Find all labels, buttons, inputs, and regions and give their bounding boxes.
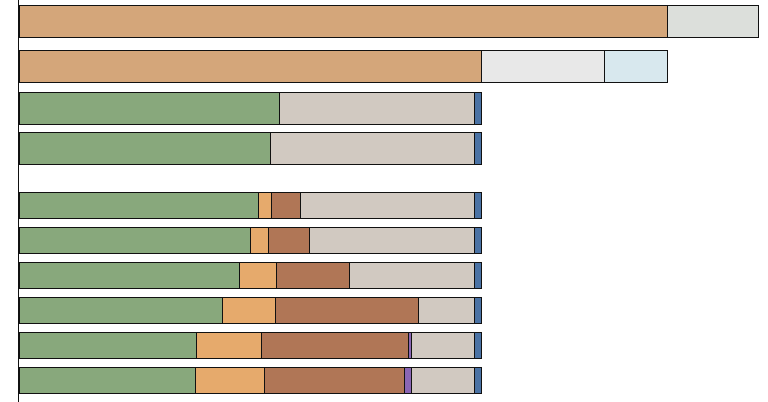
bar-segment [349,262,475,289]
bar-segment [19,262,240,289]
bar-segment [604,50,668,83]
bar-segment [474,332,482,359]
bar-segment [474,132,482,165]
bar-segment [258,192,272,219]
bar-segment [667,5,759,38]
bar-segment [222,297,276,324]
bar-segment [19,192,259,219]
bar-segment [279,92,475,125]
bar-segment [19,332,197,359]
bar-segment [196,332,262,359]
bar-segment [19,50,482,83]
bar-segment [195,367,265,394]
bar-segment [309,227,475,254]
bar-segment [474,297,482,324]
bar-segment [474,192,482,219]
bar-segment [300,192,475,219]
bar-segment [264,367,405,394]
bar-segment [19,227,251,254]
bar-segment [270,132,475,165]
bar-segment [19,367,196,394]
bar-segment [261,332,409,359]
bar-segment [275,297,419,324]
bar-segment [474,227,482,254]
bar-segment [411,332,475,359]
bar-segment [239,262,277,289]
bar-segment [474,367,482,394]
bar-segment [268,227,310,254]
bar-segment [271,192,301,219]
bar-segment [481,50,605,83]
bar-segment [474,92,482,125]
bar-segment [474,262,482,289]
bar-segment [19,92,280,125]
bar-segment [250,227,269,254]
bar-segment [276,262,350,289]
bar-segment [411,367,475,394]
bar-segment [418,297,475,324]
bar-segment [19,132,271,165]
bar-segment [404,367,412,394]
bar-segment [19,5,668,38]
bar-segment [19,297,223,324]
